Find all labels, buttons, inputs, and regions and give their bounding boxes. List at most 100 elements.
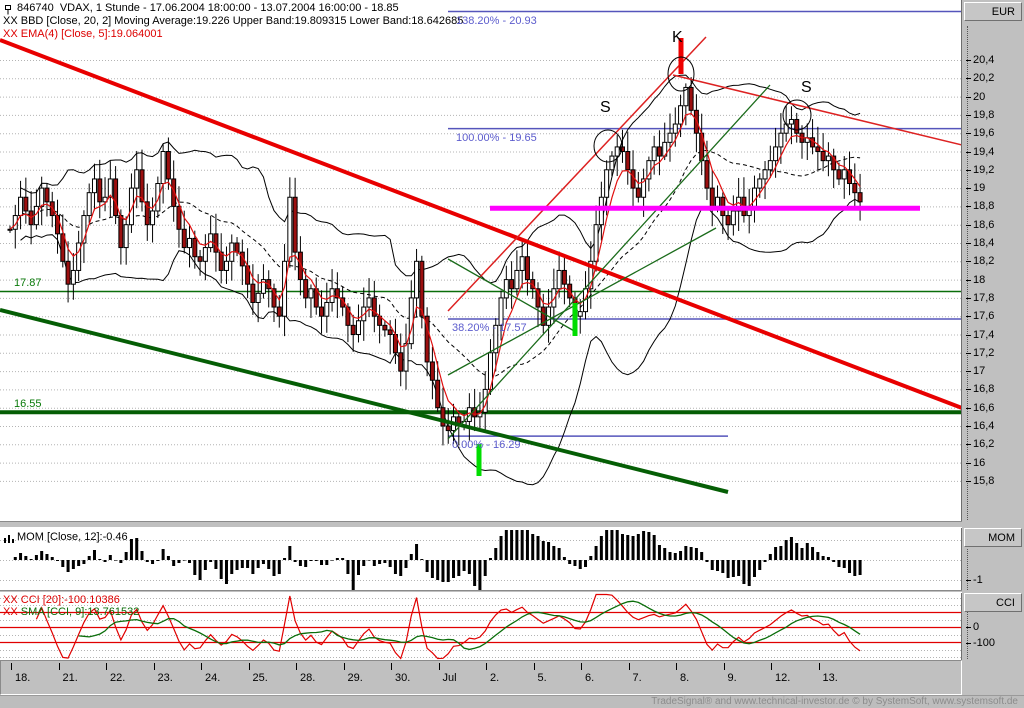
date-label[interactable]: 18. <box>15 672 31 684</box>
date-label[interactable]: 21. <box>62 672 78 684</box>
price-tick <box>966 152 971 153</box>
date-label[interactable]: 5. <box>537 672 547 684</box>
fib-label-38[interactable]: 38.20% - 17.57 <box>452 321 527 334</box>
trendlines-layer[interactable] <box>0 36 961 494</box>
cci-sma-legend: XX SMA [CCI, 9]:13.761532 <box>3 606 140 618</box>
price-tick <box>966 298 971 299</box>
price-tick-label: 16,4 <box>973 420 995 432</box>
mom-indicator-pane[interactable]: MOM [Close, 12]:-0.46 <box>0 528 962 590</box>
date-tick <box>486 663 487 670</box>
fib-label-0[interactable]: 0.00% - 16.29 <box>452 439 521 452</box>
grid-layer <box>0 60 961 482</box>
price-tick <box>966 463 971 464</box>
price-tick <box>966 371 971 372</box>
price-tick <box>966 444 971 445</box>
price-tick <box>966 60 971 61</box>
date-tick <box>248 663 250 670</box>
date-tick <box>676 663 677 670</box>
price-tick <box>966 133 971 134</box>
date-label[interactable]: 24. <box>205 672 221 684</box>
price-chart-pane[interactable]: S K S 846740 VDAX, 1 Stunde - 17.06.2004 1… <box>0 0 962 521</box>
price-tick-label: 20,4 <box>973 54 995 66</box>
pane-separator[interactable] <box>0 521 1024 528</box>
level-label-1787[interactable]: 17.87 <box>14 277 42 290</box>
price-tick <box>966 78 971 79</box>
price-tick-label: 15,8 <box>973 475 995 487</box>
cci-indicator-pane[interactable]: XX CCI [20]:-100.10386 XX SMA [CCI, 9]:1… <box>0 593 962 660</box>
date-label[interactable]: 2. <box>490 672 500 684</box>
price-tick-label: 20 <box>973 91 986 103</box>
date-tick <box>723 663 725 670</box>
date-label[interactable]: 13. <box>822 672 838 684</box>
price-tick <box>966 115 971 116</box>
price-tick <box>966 206 971 207</box>
price-tick <box>966 481 971 482</box>
mom-legend: MOM [Close, 12]:-0.46 <box>17 531 128 543</box>
candles-layer[interactable] <box>7 77 863 446</box>
price-tick-label: 19,6 <box>973 127 995 139</box>
date-label[interactable]: 6. <box>585 672 595 684</box>
price-tick-label: 17 <box>973 365 986 377</box>
date-label[interactable]: 12. <box>775 672 791 684</box>
indicator-tick-label: -100 <box>973 637 996 649</box>
date-tick <box>628 663 630 670</box>
fibonacci-lines-layer[interactable] <box>448 10 961 437</box>
cci-line <box>35 593 861 660</box>
fib-label-100[interactable]: 100.00% - 19.65 <box>456 131 537 144</box>
bbd-legend: XX BBD [Close, 20, 2] Moving Average:19.… <box>3 15 464 27</box>
price-tick <box>966 335 971 336</box>
date-label[interactable]: Jul <box>442 672 457 684</box>
price-tick-label: 18,8 <box>973 200 995 212</box>
cci-axis-ruler <box>967 612 968 659</box>
svg-text:K: K <box>672 29 683 46</box>
price-axis-ruler <box>967 26 968 520</box>
date-label[interactable]: 29. <box>347 672 363 684</box>
sks-annotations-layer[interactable]: S K S <box>593 29 812 163</box>
date-label[interactable]: 25. <box>252 672 268 684</box>
price-tick <box>966 426 971 427</box>
price-chart-canvas[interactable]: S K S <box>0 0 961 520</box>
price-tick <box>966 188 971 189</box>
time-axis[interactable]: 18. 21. 22. 23. 24. 25. 28. 29. 30. Jul 2. 5. 6. 7. 8.… <box>0 660 962 695</box>
price-tick-label: 19,4 <box>973 146 995 158</box>
price-tick-label: 19,2 <box>973 164 995 176</box>
indicator-mark-icon: XX <box>3 606 18 618</box>
date-label[interactable]: 23. <box>157 672 173 684</box>
price-tick <box>966 243 971 244</box>
svg-text:S: S <box>600 99 611 116</box>
mom-canvas[interactable] <box>0 528 961 590</box>
price-tick-label: 16 <box>973 457 986 469</box>
date-tick <box>106 663 107 670</box>
level-label-1655[interactable]: 16.55 <box>14 398 42 411</box>
date-label[interactable]: 9. <box>727 672 737 684</box>
date-label[interactable]: 8. <box>680 672 690 684</box>
date-tick <box>771 663 772 670</box>
price-axis-column[interactable]: EUR MOM CCI 20,4 20,2 20 19,8 19,6 19,4 19,2 19… <box>962 0 1024 660</box>
indicator-tick-label: 0 <box>973 621 980 633</box>
fib-label-138[interactable]: 138.20% - 20.93 <box>456 14 537 27</box>
cci-canvas[interactable] <box>0 593 961 660</box>
indicator-tick-label: -1 <box>973 574 983 586</box>
date-label[interactable]: 28. <box>300 672 316 684</box>
indicator-mark-icon: XX <box>3 594 18 606</box>
price-tick-label: 19 <box>973 182 986 194</box>
price-tick-label: 18,4 <box>973 237 995 249</box>
mom-axis-ruler <box>967 549 968 590</box>
date-label[interactable]: 22. <box>110 672 126 684</box>
price-tick <box>966 225 971 226</box>
currency-box: EUR <box>964 2 1022 21</box>
price-tick-label: 16,6 <box>973 402 995 414</box>
date-tick <box>58 663 60 670</box>
price-tick <box>966 261 971 262</box>
price-tick-label: 16,2 <box>973 438 995 450</box>
price-tick <box>966 97 971 98</box>
indicator-mark-icon: XX <box>3 28 18 40</box>
date-label[interactable]: 30. <box>395 672 411 684</box>
date-tick <box>533 663 535 670</box>
bollinger-bands-layer <box>20 74 861 486</box>
price-tick-label: 17,8 <box>973 292 995 304</box>
cci-sma-line <box>78 600 861 651</box>
cci-legend: XX CCI [20]:-100.10386 <box>3 594 120 606</box>
pane-separator[interactable] <box>0 590 1024 593</box>
date-label[interactable]: 7. <box>632 672 642 684</box>
